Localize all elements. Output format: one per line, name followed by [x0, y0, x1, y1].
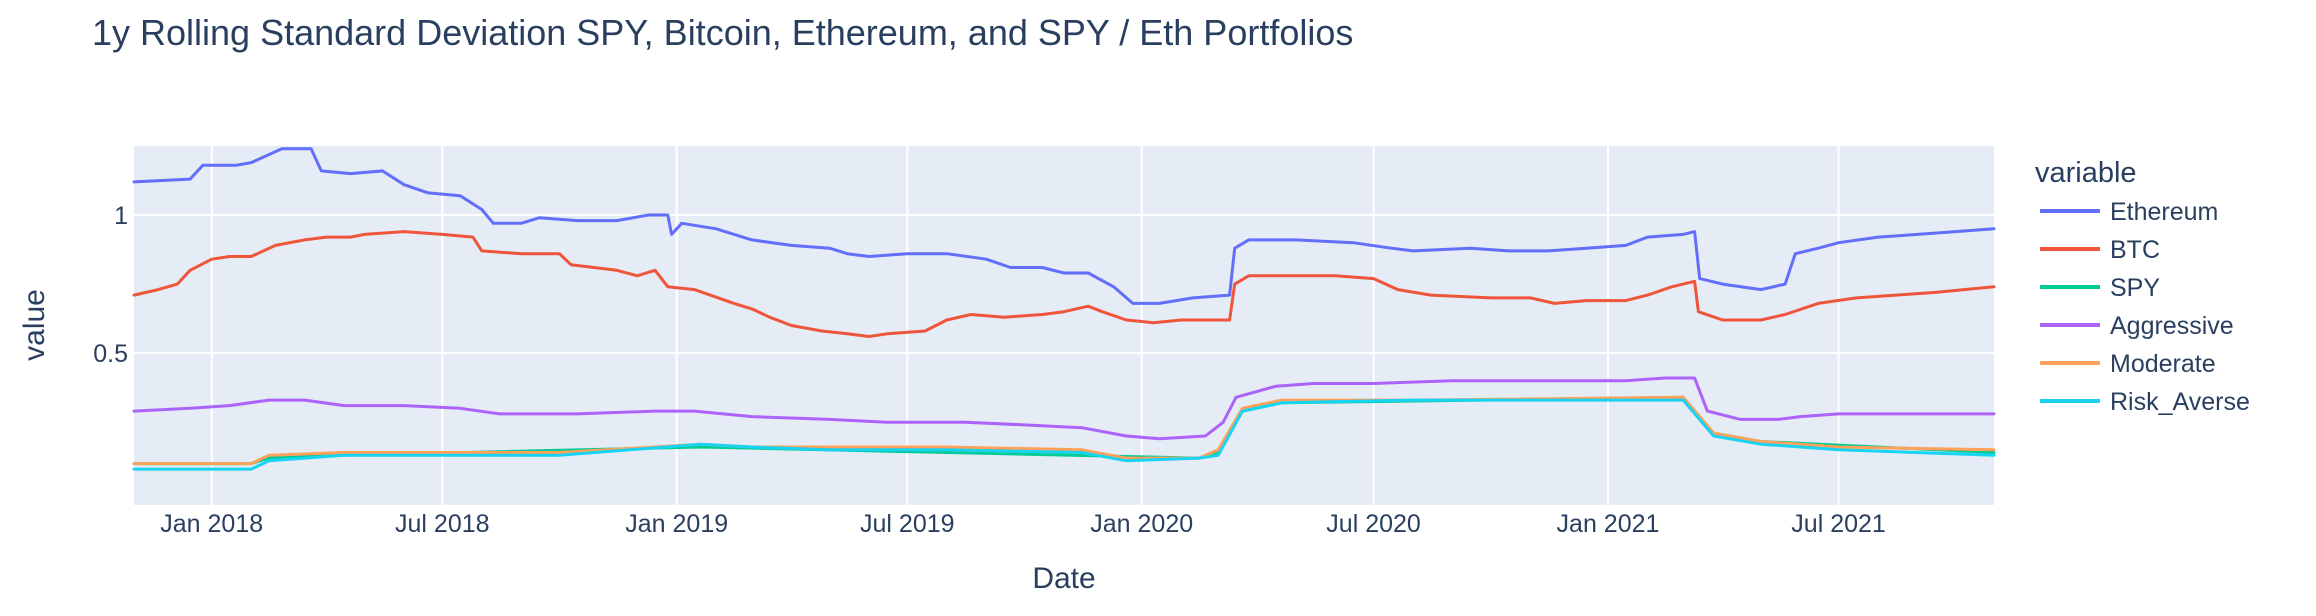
series-line-ethereum [132, 147, 1996, 305]
y-axis-title: value [18, 289, 51, 361]
x-tick-label: Jan 2020 [1090, 510, 1193, 538]
plot-area [134, 146, 1994, 505]
x-tick-label: Jan 2021 [1557, 510, 1660, 538]
x-tick-label: Jan 2019 [625, 510, 728, 538]
x-tick-label: Jul 2019 [860, 510, 955, 538]
legend-label: SPY [2110, 274, 2160, 302]
x-tick-label: Jan 2018 [160, 510, 263, 538]
legend-label: Risk_Averse [2110, 388, 2250, 416]
x-axis-ticks: Jan 2018 Jul 2018 Jan 2019 Jul 2019 Jan 2020… [160, 510, 1886, 538]
series-lines [132, 147, 1996, 471]
x-tick-label: Jul 2018 [395, 510, 490, 538]
series-line-risk-averse [132, 398, 1996, 471]
grid [134, 146, 1994, 505]
chart-title: 1y Rolling Standard Deviation SPY, Bitco… [92, 12, 1353, 53]
x-tick-label: Jul 2020 [1326, 510, 1421, 538]
series-line-moderate [132, 395, 1996, 466]
x-axis-title: Date [1032, 562, 1095, 595]
series-line-aggressive [132, 376, 1996, 441]
legend-label: Moderate [2110, 350, 2216, 378]
legend: variable Ethereum BTC SPY Aggressive Moderat… [2035, 157, 2250, 416]
y-tick-label: 0.5 [93, 340, 128, 368]
x-tick-label: Jul 2021 [1791, 510, 1886, 538]
y-axis-ticks: 0.51 [93, 202, 128, 368]
legend-label: Aggressive [2110, 312, 2234, 340]
legend-label: Ethereum [2110, 198, 2218, 226]
legend-title: variable [2035, 157, 2137, 189]
series-line-btc [132, 230, 1996, 338]
y-tick-label: 1 [114, 202, 128, 230]
legend-label: BTC [2110, 236, 2160, 264]
